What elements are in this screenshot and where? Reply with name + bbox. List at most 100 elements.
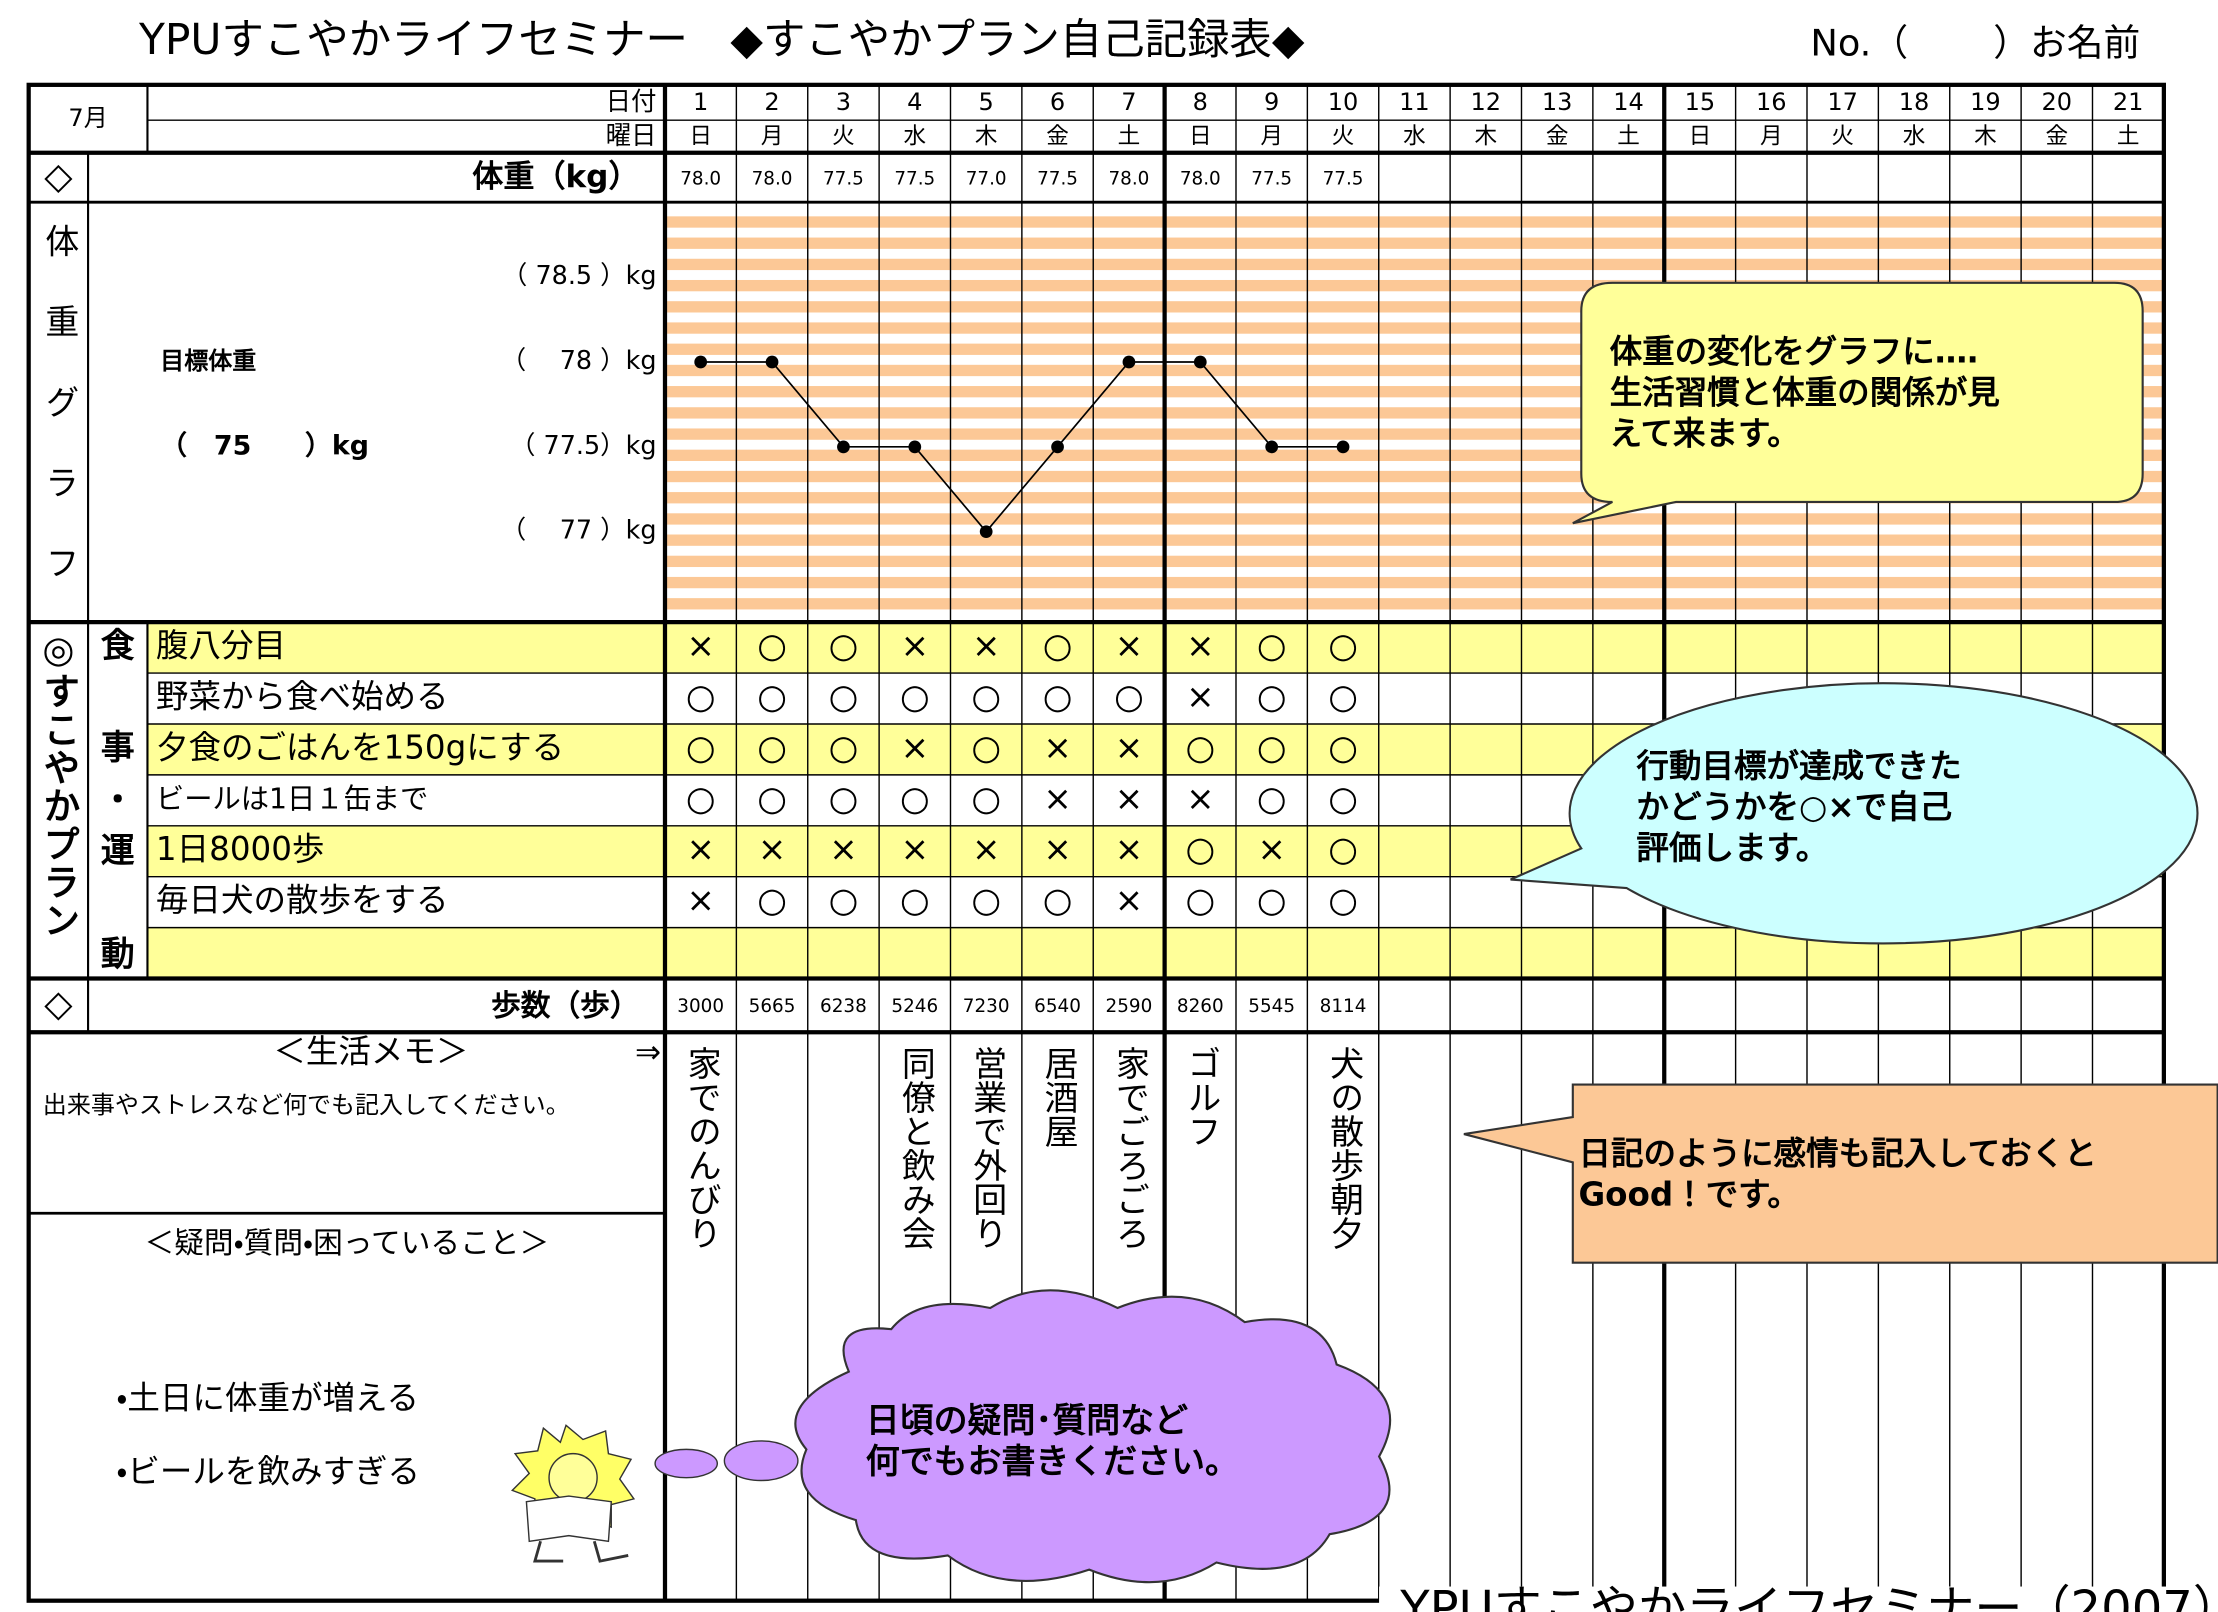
memo-entry: 居酒屋 xyxy=(1038,1046,1077,1148)
weight-value: 78.0 xyxy=(680,169,721,190)
plan-mark: ○ xyxy=(1043,678,1073,717)
memo-entry: 同僚と飲み会 xyxy=(895,1046,935,1250)
steps-value: 8260 xyxy=(1177,996,1224,1017)
graph-stripe xyxy=(664,449,2164,461)
graph-scale-label: （ 77.5）kg xyxy=(510,431,656,461)
day-number: 20 xyxy=(2042,88,2073,116)
plan-mark: ○ xyxy=(1114,678,1144,717)
weight-point xyxy=(1122,355,1136,369)
weekday: 火 xyxy=(1831,124,1854,150)
day-number: 12 xyxy=(1471,88,1502,116)
weekday: 木 xyxy=(975,124,998,150)
weekday: 日 xyxy=(1189,124,1212,150)
plan-mark: ○ xyxy=(829,627,859,666)
steps-value: 7230 xyxy=(963,996,1010,1017)
graph-stripe xyxy=(664,555,2164,568)
plan-mark: ○ xyxy=(1186,729,1216,768)
plan-mark: × xyxy=(758,831,786,870)
steps-marker: ◇ xyxy=(44,982,73,1025)
callout-text: 行動目標が達成できた xyxy=(1636,747,1961,785)
graph-label: 体重グラフ xyxy=(39,223,78,626)
plan-mark: × xyxy=(1115,882,1143,921)
day-number: 7 xyxy=(1121,88,1136,116)
content: YPUすこやかライフセミナー ◆すこやかプラン自己記録表◆ No.（ ）お名前 … xyxy=(37,16,2144,1491)
graph-stripe xyxy=(664,470,2164,483)
plan-mark: ○ xyxy=(829,729,859,768)
callout-text: かどうかを○×で自己 xyxy=(1636,788,1952,826)
graph-stripe xyxy=(664,534,2164,546)
weight-point xyxy=(765,355,779,369)
weight-point xyxy=(979,525,993,539)
memo-entry: 家でごろごろ xyxy=(1109,1046,1148,1250)
weight-label: 体重（kg） xyxy=(472,159,639,195)
plan-mark: ○ xyxy=(829,678,859,717)
plan-mark: ○ xyxy=(971,882,1001,921)
plan-mark: ○ xyxy=(1328,627,1358,666)
graph-scale-label: （ 78 ）kg xyxy=(501,346,657,376)
weight-point xyxy=(1265,440,1279,454)
weekday: 月 xyxy=(761,124,784,150)
plan-mark: ○ xyxy=(1257,678,1287,717)
plan-mark: × xyxy=(1043,729,1071,768)
day-number: 4 xyxy=(907,88,922,116)
plan-mark: ○ xyxy=(971,780,1001,819)
lion-feet xyxy=(533,1540,629,1563)
weight-value: 77.5 xyxy=(1323,169,1364,190)
questions-title: ＜疑問・質問・困っていること＞ xyxy=(145,1226,550,1261)
callout-text: 日頃の疑問･質問など xyxy=(866,1402,1188,1441)
plan-mark: × xyxy=(1186,780,1214,819)
weight-value: 77.5 xyxy=(1251,169,1292,190)
day-number: 3 xyxy=(836,88,851,116)
plan-mark: ○ xyxy=(1328,678,1358,717)
weekday: 日 xyxy=(689,124,712,150)
graph-stripe xyxy=(664,279,2164,292)
weight-line xyxy=(700,361,1344,533)
steps-value: 2590 xyxy=(1106,996,1153,1017)
sheet-title: YPUすこやかライフセミナー ◆すこやかプラン自己記録表◆ xyxy=(138,16,1305,65)
weekday: 金 xyxy=(1046,124,1069,150)
graph-stripe xyxy=(664,216,2164,228)
memo-entry: 家でのんびり xyxy=(681,1046,720,1250)
weekday: 月 xyxy=(1260,124,1283,150)
weekday: 金 xyxy=(2045,124,2068,150)
day-number: 2 xyxy=(764,88,779,116)
day-number: 5 xyxy=(979,88,994,116)
plan-mark: ○ xyxy=(1257,627,1287,666)
callout-text: Good！です。 xyxy=(1578,1175,1799,1213)
memo-entry: ゴルフ xyxy=(1181,1046,1220,1148)
plan-mark: × xyxy=(1186,678,1214,717)
plan-mark: ○ xyxy=(1328,882,1358,921)
memo-title: ＜生活メモ＞ xyxy=(273,1032,468,1070)
weekday: 水 xyxy=(1403,124,1426,150)
weight-point xyxy=(1051,440,1064,454)
callout-bubble xyxy=(1572,281,2144,525)
plan-mark: ○ xyxy=(1257,882,1287,921)
plan-item: ビールは1日１缶まで xyxy=(156,782,428,815)
day-number: 11 xyxy=(1399,88,1430,116)
plan-item: 野菜から食べ始める xyxy=(156,678,449,716)
plan-mark: ○ xyxy=(1257,729,1287,768)
callout-text: 生活習慣と体重の関係が見 xyxy=(1610,374,2000,412)
graph-stripe xyxy=(664,407,2164,419)
cloud-puff xyxy=(654,1448,719,1479)
steps-value: 5665 xyxy=(749,996,796,1017)
plan-mark: ○ xyxy=(1043,627,1073,666)
day-number: 6 xyxy=(1050,88,1065,116)
plan-mark: × xyxy=(1043,780,1071,819)
plan-category: 動 xyxy=(101,935,135,974)
steps-value: 3000 xyxy=(677,996,724,1017)
plan-category: 食 xyxy=(101,627,135,666)
graph-scale-label: （ 77 ）kg xyxy=(501,516,657,546)
weekday: 木 xyxy=(1974,124,1997,150)
day-number: 9 xyxy=(1264,88,1279,116)
day-number: 18 xyxy=(1899,88,1930,116)
graph-stripe xyxy=(664,386,2164,398)
plan-mark: × xyxy=(686,627,714,666)
plan-mark: ○ xyxy=(1328,780,1358,819)
weekday-label: 曜日 xyxy=(606,121,657,151)
weight-value: 78.0 xyxy=(1180,169,1221,190)
plan-mark: × xyxy=(972,627,1000,666)
weekday: 土 xyxy=(2117,124,2140,150)
